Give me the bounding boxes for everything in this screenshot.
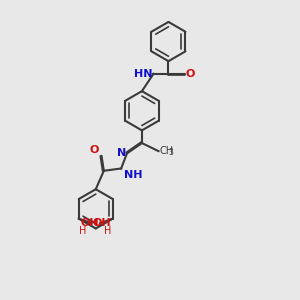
Text: O: O: [90, 145, 99, 154]
Text: 3: 3: [169, 148, 174, 157]
Text: CH: CH: [160, 146, 174, 156]
Text: OH: OH: [92, 218, 111, 228]
Text: H: H: [104, 226, 112, 236]
Text: O: O: [186, 69, 195, 79]
Text: N: N: [117, 148, 126, 158]
Text: NH: NH: [124, 169, 142, 180]
Text: H: H: [79, 226, 86, 236]
Text: OH: OH: [80, 218, 99, 228]
Text: HN: HN: [134, 69, 152, 79]
